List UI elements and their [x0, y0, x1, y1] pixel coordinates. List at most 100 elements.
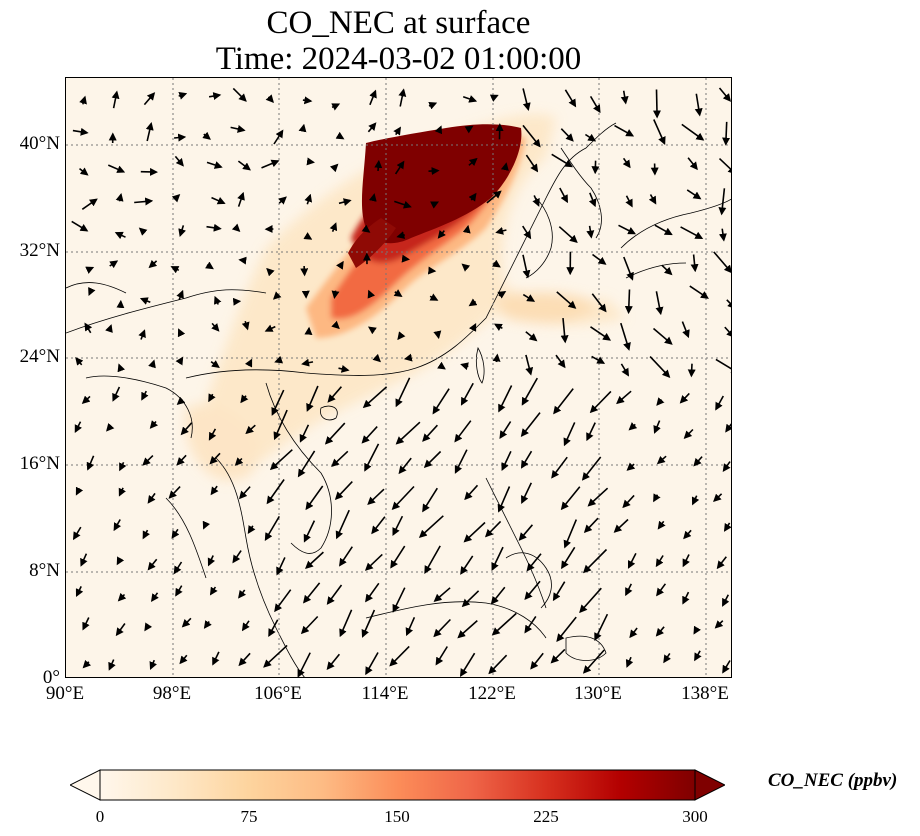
wind-arrow [211, 322, 220, 332]
wind-arrow [364, 443, 380, 472]
wind-arrow [394, 160, 405, 175]
plume-light-outer [196, 114, 626, 468]
wind-arrow [499, 421, 512, 440]
wind-arrow [626, 462, 636, 471]
wind-arrow [558, 226, 578, 244]
wind-arrow [433, 587, 451, 603]
wind-arrow [464, 484, 479, 501]
co-concentration-field [185, 114, 626, 481]
colorbar-tick-label: 225 [533, 807, 559, 826]
wind-arrow [174, 155, 184, 167]
wind-arrow [582, 649, 605, 674]
wind-arrow [656, 583, 667, 597]
wind-arrow [521, 482, 533, 504]
wind-arrow [178, 225, 186, 238]
wind-arrow [206, 223, 222, 232]
wind-arrow [525, 354, 534, 376]
wind-arrow [339, 546, 353, 567]
wind-arrow [590, 326, 612, 341]
wind-arrow [145, 122, 154, 142]
wind-arrow [405, 616, 416, 637]
wind-arrow [663, 652, 671, 664]
wind-arrow [278, 196, 287, 205]
wind-arrow [299, 424, 310, 443]
wind-arrow [495, 226, 507, 235]
y-tick-label: 16°N [19, 453, 60, 474]
wind-arrow [457, 620, 478, 639]
wind-arrow [591, 293, 607, 313]
wind-arrow [693, 625, 701, 635]
wind-arrow [622, 157, 631, 169]
wind-arrow [148, 359, 156, 369]
wind-arrow [75, 356, 84, 366]
wind-arrow [240, 394, 249, 404]
wind-arrow [147, 558, 158, 571]
wind-arrow [551, 456, 568, 479]
wind-arrow [329, 222, 338, 232]
wind-arrow [724, 326, 731, 338]
wind-arrow [266, 479, 285, 505]
wind-arrow [268, 619, 279, 638]
wind-arrow [232, 550, 242, 564]
colorbar-tick-label: 300 [682, 807, 708, 826]
wind-arrow [149, 420, 158, 429]
wind-arrow [524, 615, 537, 634]
wind-arrow [211, 196, 226, 205]
wind-arrow [559, 187, 568, 204]
wind-arrow [367, 289, 376, 299]
wind-arrow [202, 520, 211, 530]
wind-arrow [335, 509, 350, 540]
wind-arrow [648, 194, 657, 205]
wind-arrow [656, 397, 665, 406]
wind-arrow [143, 92, 156, 106]
wind-arrow [686, 189, 702, 200]
wind-arrow [367, 326, 377, 335]
wind-arrow [265, 94, 274, 103]
wind-arrow [522, 88, 531, 111]
wind-arrow [264, 515, 280, 541]
wind-arrow [434, 125, 443, 135]
wind-arrow [522, 225, 532, 240]
wind-arrow [561, 546, 576, 570]
wind-arrow [403, 353, 413, 362]
wind-arrow [713, 493, 723, 503]
wind-arrow [693, 456, 703, 467]
wind-arrow [418, 515, 444, 538]
wind-arrow [171, 528, 180, 539]
wind-arrow [629, 627, 638, 639]
wind-arrow [552, 581, 566, 602]
wind-arrow [138, 227, 148, 236]
wind-arrow [589, 95, 601, 114]
wind-arrow [119, 461, 127, 472]
wind-arrow [303, 232, 313, 240]
wind-arrow [271, 389, 285, 416]
wind-arrow [71, 220, 89, 232]
wind-arrow [460, 362, 469, 371]
wind-arrow [142, 529, 150, 540]
wind-arrow [300, 265, 309, 277]
wind-arrow [683, 428, 694, 439]
wind-arrow [72, 127, 89, 136]
wind-arrow [560, 128, 574, 142]
wind-arrow [392, 587, 406, 613]
wind-arrow [468, 322, 477, 332]
wind-arrow [209, 586, 218, 596]
wind-arrow [105, 324, 113, 333]
wind-arrow [556, 291, 577, 309]
wind-arrow [655, 626, 665, 637]
wind-arrow [75, 586, 84, 598]
wind-arrow [681, 321, 690, 339]
wind-arrow [433, 330, 442, 340]
plot-title-line2: Time: 2024-03-02 01:00:00 [215, 41, 582, 77]
wind-arrow [297, 450, 316, 478]
wind-arrow [202, 131, 211, 140]
wind-arrow [614, 124, 635, 137]
wind-arrow [398, 457, 412, 475]
wind-arrow [433, 618, 451, 638]
wind-arrow [613, 518, 629, 533]
wind-arrow [714, 620, 724, 629]
wind-arrow [334, 481, 353, 500]
x-tick-label: 114°E [361, 683, 409, 704]
wind-arrow [525, 154, 539, 173]
wind-arrow [324, 422, 346, 445]
